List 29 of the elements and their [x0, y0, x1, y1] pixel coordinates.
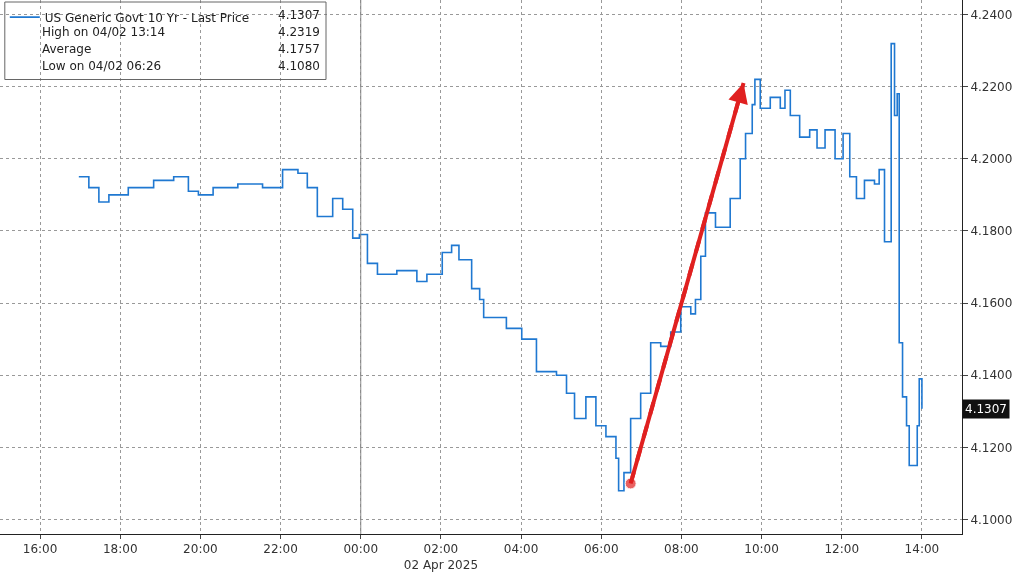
annotation: 4.1757 [278, 42, 320, 56]
y-tick-label: 4.1800 [970, 224, 1013, 239]
y-tick-label: 4.2400 [970, 7, 1013, 22]
x-tick-label: 04:00 [503, 542, 539, 557]
annotation: Low on 04/02 06:26 [42, 59, 162, 73]
x-tick-label: 22:00 [263, 542, 298, 557]
y-tick-label: 4.2200 [970, 79, 1013, 94]
annotation: 4.1307 [278, 8, 320, 22]
x-tick-label: 14:00 [904, 542, 940, 557]
y-tick-label: 4.1400 [970, 368, 1013, 383]
y-tick-label: 4.1000 [970, 512, 1013, 527]
legend-label: US Generic Govt 10 Yr - Last Price [44, 10, 250, 25]
y-tick-label: 4.1200 [970, 440, 1013, 455]
x-tick-label: 10:00 [744, 542, 779, 557]
y-tick-label: 4.1600 [970, 296, 1013, 311]
x-tick-label: 08:00 [664, 542, 699, 557]
y-tick-label: 4.2000 [970, 151, 1013, 166]
x-tick-label: 16:00 [22, 542, 58, 557]
text: 4.1307 [965, 402, 1007, 416]
annotation: 4.1080 [278, 59, 320, 73]
annotation: High on 04/02 13:14 [42, 25, 166, 39]
x-tick-label: 12:00 [824, 542, 860, 557]
annotation: 4.2319 [278, 25, 320, 39]
x-tick-label: 00:00 [343, 542, 379, 557]
x-tick-label: 20:00 [183, 542, 218, 557]
x-tick-label: 02:00 02 Apr 2025 [403, 542, 479, 572]
x-tick-label: 06:00 [583, 542, 619, 557]
annotation: Average [42, 42, 92, 56]
x-tick-label: 18:00 [102, 542, 138, 557]
